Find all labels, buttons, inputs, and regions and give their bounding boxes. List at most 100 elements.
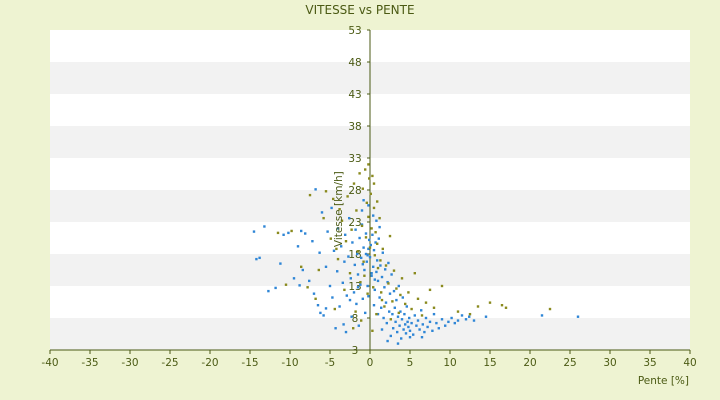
data-point-blue	[390, 273, 393, 276]
data-point-blue	[384, 268, 387, 271]
data-point-blue	[279, 262, 282, 265]
data-point-olive	[369, 192, 372, 196]
x-tick-label: -40	[41, 357, 58, 369]
data-point-olive	[362, 260, 365, 263]
data-point-olive	[360, 224, 364, 228]
data-point-blue	[361, 263, 364, 266]
data-point-blue	[380, 328, 384, 331]
data-point-olive	[361, 187, 364, 190]
data-point-blue	[376, 279, 380, 283]
data-point-olive	[352, 182, 356, 185]
x-tick-label: -10	[281, 357, 298, 369]
data-point-blue	[456, 319, 460, 322]
data-point-olive	[383, 305, 386, 308]
data-point-olive	[404, 302, 407, 306]
data-point-blue	[453, 321, 456, 325]
data-point-blue	[413, 314, 416, 317]
data-point-blue	[380, 275, 384, 279]
data-point-blue	[355, 302, 358, 306]
data-points	[252, 163, 580, 345]
data-point-blue	[347, 255, 350, 258]
data-point-blue	[576, 315, 580, 318]
data-point-olive	[424, 301, 428, 304]
data-point-blue	[304, 232, 307, 235]
data-point-blue	[371, 233, 374, 236]
data-point-blue	[328, 284, 332, 288]
y-tick-label: 33	[348, 153, 361, 165]
data-point-blue	[384, 301, 388, 304]
data-point-blue	[344, 330, 348, 334]
data-point-blue	[394, 320, 397, 324]
data-point-blue	[379, 264, 382, 267]
x-tick-label: 10	[443, 357, 456, 369]
data-point-olive	[407, 291, 410, 294]
x-tick-label: 5	[407, 357, 414, 369]
data-point-blue	[316, 304, 320, 307]
y-tick-label: 8	[352, 313, 359, 325]
data-point-olive	[391, 300, 394, 303]
data-point-blue	[385, 321, 388, 325]
data-point-blue	[396, 315, 400, 318]
data-point-blue	[364, 252, 368, 256]
data-point-blue	[386, 280, 389, 284]
data-point-blue	[464, 318, 468, 321]
x-tick-label: 35	[643, 357, 656, 369]
y-tick-label: 13	[348, 281, 361, 293]
data-point-blue	[369, 243, 372, 247]
data-point-olive	[381, 247, 384, 251]
data-point-olive	[476, 305, 480, 308]
data-point-olive	[376, 242, 379, 245]
data-point-blue	[378, 225, 381, 229]
data-point-blue	[408, 316, 411, 320]
data-point-olive	[372, 206, 376, 210]
data-point-blue	[362, 199, 365, 202]
data-point-blue	[353, 263, 356, 267]
data-point-olive	[336, 257, 340, 261]
data-point-blue	[255, 257, 258, 261]
data-point-blue	[437, 327, 440, 330]
data-point-blue	[386, 339, 389, 343]
data-point-blue	[383, 286, 386, 289]
data-point-blue	[318, 251, 321, 254]
data-point-olive	[548, 307, 552, 311]
data-point-blue	[368, 256, 372, 259]
data-point-blue	[484, 315, 488, 318]
data-point-olive	[456, 310, 460, 313]
data-point-blue	[350, 315, 353, 318]
data-point-olive	[395, 287, 398, 290]
data-point-olive	[372, 286, 375, 289]
data-point-blue	[420, 336, 424, 339]
data-point-blue	[377, 237, 380, 240]
data-point-blue	[300, 229, 303, 233]
data-point-olive	[379, 259, 382, 262]
data-point-blue	[408, 336, 412, 339]
data-point-blue	[387, 261, 390, 265]
data-point-blue	[366, 284, 369, 288]
data-point-blue	[421, 323, 424, 326]
data-point-olive	[416, 297, 420, 300]
data-point-blue	[367, 295, 370, 298]
data-point-blue	[418, 328, 421, 331]
data-point-blue	[375, 270, 378, 274]
data-point-blue	[308, 279, 311, 283]
x-tick-label: 15	[483, 357, 496, 369]
x-tick-label: -35	[81, 357, 98, 369]
x-tick-label: 40	[683, 357, 696, 369]
data-point-olive	[376, 200, 379, 203]
data-point-olive	[356, 250, 360, 253]
data-point-blue	[356, 286, 360, 289]
data-point-olive	[371, 329, 374, 332]
data-point-olive	[413, 272, 416, 275]
data-point-blue	[324, 265, 328, 268]
data-point-blue	[392, 289, 396, 293]
data-point-olive	[387, 282, 390, 285]
data-point-blue	[404, 323, 407, 326]
data-point-olive	[400, 277, 404, 280]
data-point-blue	[349, 277, 352, 280]
data-point-blue	[258, 256, 261, 260]
data-point-blue	[267, 289, 270, 293]
x-tick-label: -30	[121, 357, 138, 369]
data-point-olive	[354, 310, 357, 313]
data-point-blue	[330, 206, 333, 210]
